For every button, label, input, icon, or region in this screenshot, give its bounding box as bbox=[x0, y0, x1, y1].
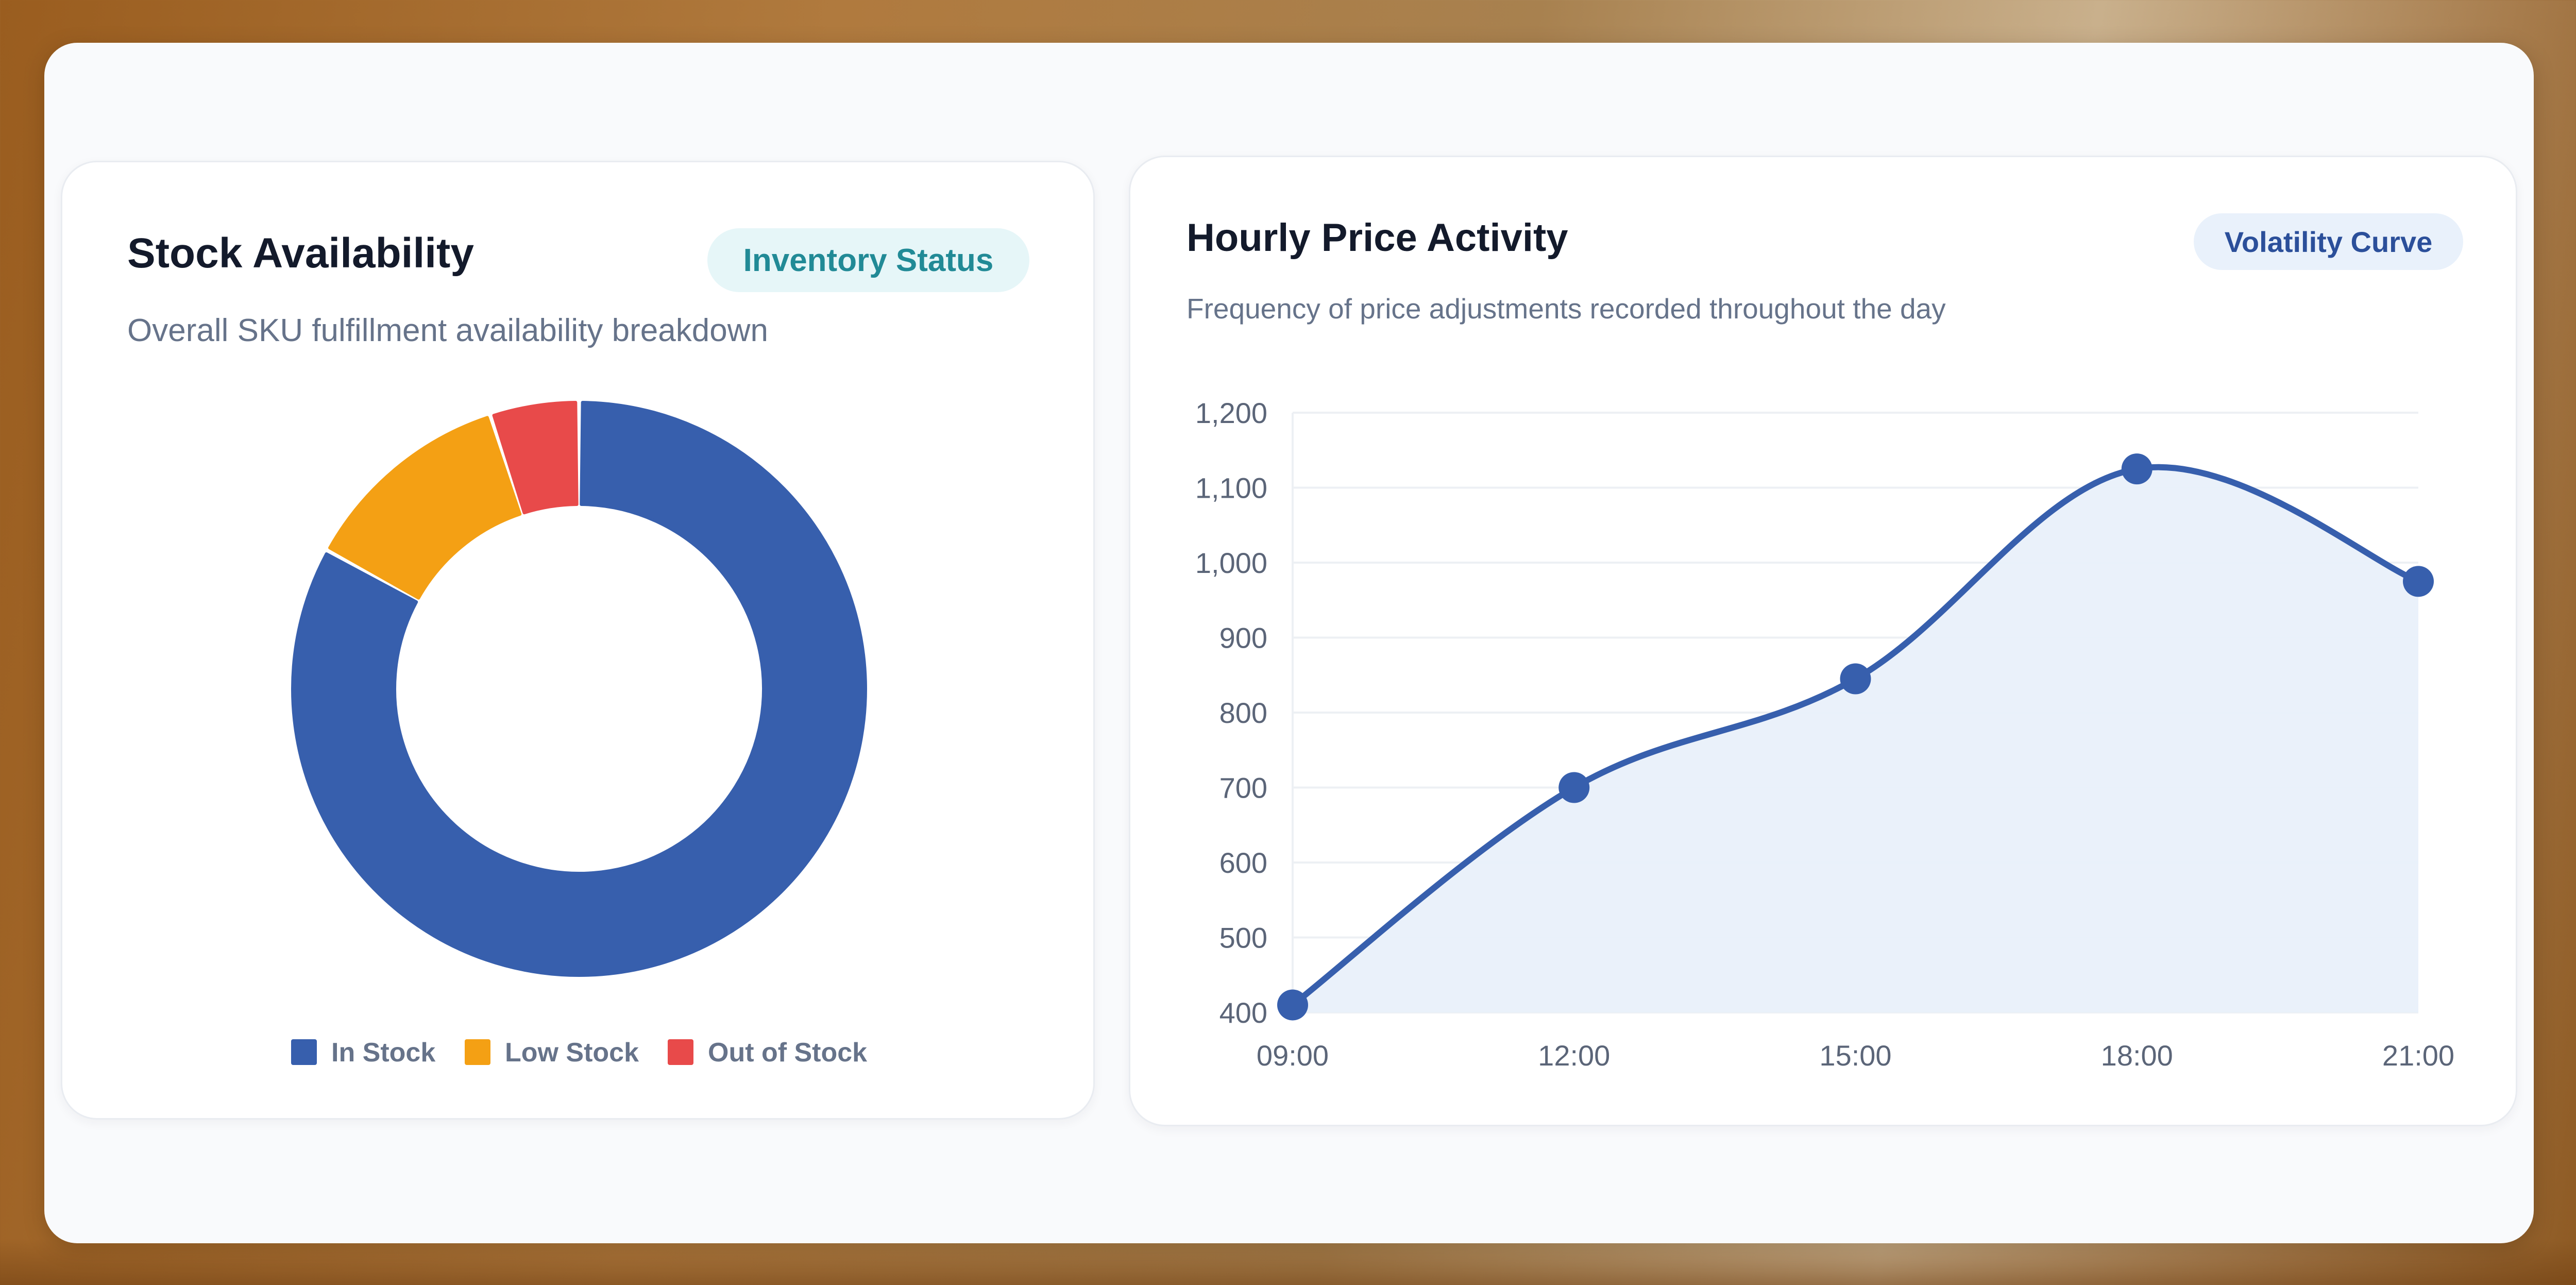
y-tick-label: 600 bbox=[1219, 847, 1267, 879]
y-tick-label: 400 bbox=[1219, 996, 1267, 1029]
x-tick-label: 21:00 bbox=[2382, 1039, 2454, 1072]
area-fill bbox=[1293, 467, 2418, 1012]
data-point bbox=[1558, 772, 1590, 803]
price-activity-line-chart: 400 500 600 700 800 900 1,000 1,100 1,200 09:00 12… bbox=[1195, 397, 2454, 1072]
data-point bbox=[2121, 453, 2153, 485]
y-tick-label: 1,100 bbox=[1195, 472, 1267, 504]
stock-availability-card: Stock Availability Overall SKU fulfillme… bbox=[61, 161, 1095, 1120]
y-tick-label: 900 bbox=[1219, 622, 1267, 654]
data-point bbox=[1277, 989, 1308, 1021]
donut-slice-in-stock bbox=[291, 401, 867, 977]
x-tick-label: 18:00 bbox=[2101, 1039, 2173, 1072]
y-tick-label: 500 bbox=[1219, 922, 1267, 954]
legend-swatch-low-stock bbox=[465, 1039, 490, 1065]
donut-slice-low-stock bbox=[328, 416, 522, 600]
y-tick-label: 800 bbox=[1219, 697, 1267, 729]
x-tick-label: 12:00 bbox=[1538, 1039, 1610, 1072]
x-tick-label: 09:00 bbox=[1257, 1039, 1329, 1072]
stock-availability-subtitle: Overall SKU fulfillment availability bre… bbox=[127, 313, 768, 348]
volatility-curve-badge: Volatility Curve bbox=[2194, 213, 2463, 270]
legend-swatch-in-stock bbox=[291, 1039, 317, 1065]
stock-donut-chart: In Stock Low Stock Out of Stock bbox=[291, 401, 867, 1068]
legend-label-out-of-stock: Out of Stock bbox=[708, 1038, 867, 1068]
stock-availability-title: Stock Availability bbox=[127, 230, 474, 277]
y-tick-label: 1,200 bbox=[1195, 397, 1267, 429]
inventory-status-badge: Inventory Status bbox=[707, 228, 1029, 292]
legend-label-in-stock: In Stock bbox=[331, 1038, 435, 1068]
y-tick-label: 700 bbox=[1219, 772, 1267, 804]
x-tick-label: 15:00 bbox=[1819, 1039, 1891, 1072]
hourly-price-activity-subtitle: Frequency of price adjustments recorded … bbox=[1187, 293, 1946, 325]
hourly-price-activity-title: Hourly Price Activity bbox=[1187, 216, 1568, 260]
data-point bbox=[1840, 663, 1871, 695]
background-shade bbox=[0, 1239, 2576, 1285]
dashboard-frame: Stock Availability Overall SKU fulfillme… bbox=[44, 43, 2534, 1243]
y-tick-label: 1,000 bbox=[1195, 547, 1267, 579]
donut-slice-out-of-stock bbox=[492, 401, 579, 515]
legend-label-low-stock: Low Stock bbox=[505, 1038, 639, 1068]
hourly-price-activity-card: Hourly Price Activity Frequency of price… bbox=[1129, 156, 2517, 1126]
legend-swatch-out-of-stock bbox=[668, 1039, 693, 1065]
data-point bbox=[2403, 566, 2434, 597]
